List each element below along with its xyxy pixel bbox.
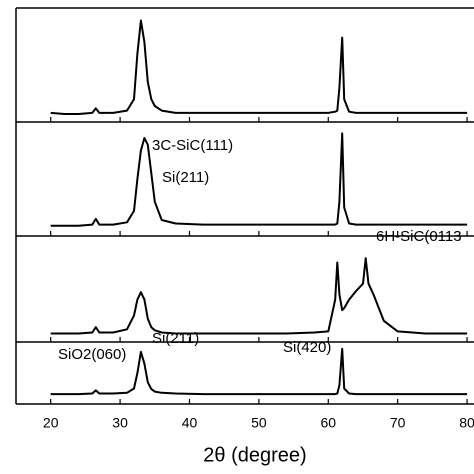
annotation: 3C-SiC(111) — [152, 137, 233, 154]
annotation: Si(211) — [162, 169, 209, 186]
xrd-pattern — [50, 257, 468, 335]
x-tick-label: 40 — [182, 415, 198, 431]
x-axis-label: 2θ (degree) — [203, 444, 306, 466]
annotation: 6H-SiC(0113 — [376, 228, 462, 245]
x-tick-label: 50 — [251, 415, 267, 431]
xrd-pattern — [50, 132, 468, 227]
annotation: Si(211) — [152, 330, 199, 347]
x-tick-label: 20 — [43, 415, 59, 431]
x-tick-label: 80 — [459, 415, 474, 431]
annotation: Si(420) — [283, 339, 331, 356]
x-tick-label: 70 — [390, 415, 406, 431]
annotation: SiO2(060) — [58, 346, 126, 363]
x-tick-label: 30 — [112, 415, 128, 431]
xrd-pattern — [50, 347, 468, 396]
xrd-pattern — [50, 19, 468, 115]
x-tick-label: 60 — [320, 415, 336, 431]
